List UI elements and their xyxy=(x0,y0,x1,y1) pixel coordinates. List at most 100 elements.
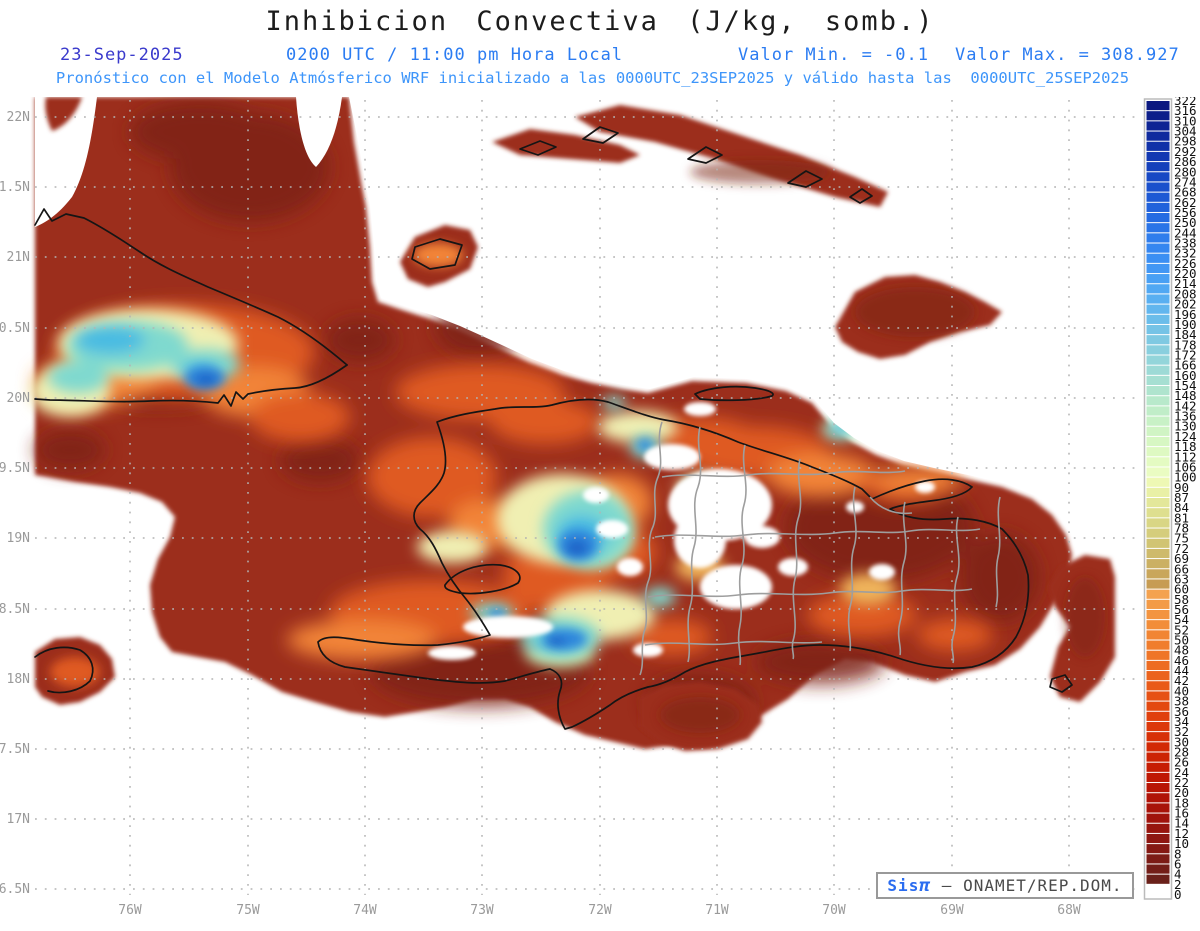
colorbar-tick-label: 208 xyxy=(1174,286,1197,301)
colorbar-cell xyxy=(1146,182,1170,192)
colorbar-tick-label: 322 xyxy=(1174,97,1197,108)
colorbar-cell xyxy=(1146,477,1170,487)
colorbar-cell xyxy=(1146,864,1170,874)
pi-symbol: π xyxy=(919,875,932,896)
lat-tick-label: 22N xyxy=(7,110,30,125)
colorbar-cell xyxy=(1146,335,1170,345)
caicos-island xyxy=(519,140,557,156)
colorbar-cell xyxy=(1146,660,1170,671)
lat-tick-label: 6.5N xyxy=(0,882,30,897)
valid-time: 0200 UTC / 11:00 pm Hora Local xyxy=(286,45,624,65)
colorbar-cell xyxy=(1146,528,1170,538)
colorbar-cell xyxy=(1146,620,1170,630)
colorbar-cell xyxy=(1146,253,1170,263)
colorbar-cell xyxy=(1146,630,1170,640)
lat-tick-label: 1.5N xyxy=(0,180,30,195)
field-island-blobs xyxy=(35,105,1115,751)
colorbar-cell xyxy=(1146,681,1170,691)
colorbar-tick-label: 106 xyxy=(1174,459,1197,474)
colorbar-cell xyxy=(1146,762,1170,772)
colorbar-cell xyxy=(1146,345,1170,355)
colorbar-tick-label: 87 xyxy=(1174,490,1189,505)
credit-badge: Sis π – ONAMET/REP.DOM. xyxy=(876,872,1134,899)
colorbar-tick-label: 0 xyxy=(1174,887,1182,902)
colorbar-tick-label: 142 xyxy=(1174,398,1197,413)
turks-island-1 xyxy=(582,126,619,144)
colorbar-cell xyxy=(1146,559,1170,569)
colorbar-tick-label: 20 xyxy=(1174,785,1189,800)
colorbar-cell xyxy=(1146,274,1170,284)
field-holes-white xyxy=(428,402,935,660)
colorbar-tick-label: 166 xyxy=(1174,358,1197,373)
colorbar-cell xyxy=(1146,854,1170,864)
colorbar-tick-label: 226 xyxy=(1174,256,1197,271)
colorbar-cell xyxy=(1146,212,1170,223)
colorbar-tick-label: 4 xyxy=(1174,867,1182,882)
colorbar-cell xyxy=(1146,284,1170,294)
colorbar-cell xyxy=(1146,671,1170,681)
colorbar-cell xyxy=(1146,609,1170,620)
colorbar-cell xyxy=(1146,243,1170,253)
colorbar-tick-label: 310 xyxy=(1174,113,1197,128)
colorbar-tick-label: 72 xyxy=(1174,541,1189,556)
value-max: Valor Max. = 308.927 xyxy=(955,45,1180,65)
colorbar-tick-label: 2 xyxy=(1174,877,1182,892)
colorbar-tick-label: 136 xyxy=(1174,409,1197,424)
colorbar-tick-label: 112 xyxy=(1174,449,1197,464)
colorbar-tick-label: 220 xyxy=(1174,266,1197,281)
colorbar-cell xyxy=(1146,844,1170,854)
colorbar-tick-label: 190 xyxy=(1174,317,1197,332)
colorbar-cell xyxy=(1146,355,1170,365)
colorbar-cell xyxy=(1146,783,1170,793)
field-wedge-nw xyxy=(45,97,82,131)
colorbar-tick-label: 30 xyxy=(1174,734,1189,749)
colorbar-cell xyxy=(1146,223,1170,233)
colorbar-tick-label: 6 xyxy=(1174,856,1182,871)
lon-tick-label: 68W xyxy=(1057,903,1081,918)
colorbar-cell xyxy=(1146,793,1170,803)
colorbar-cell xyxy=(1146,498,1170,508)
lon-tick-label: 76W xyxy=(118,903,142,918)
colorbar-cell xyxy=(1146,406,1170,416)
field-island-shading xyxy=(50,160,1105,733)
colorbar-tick-label: 34 xyxy=(1174,714,1189,729)
colorbar-tick-label: 130 xyxy=(1174,419,1197,434)
jamaica-tip-coast xyxy=(34,646,94,694)
colorbar-tick-label: 238 xyxy=(1174,236,1197,251)
lon-tick-label: 75W xyxy=(236,903,260,918)
colorbar-tick-label: 14 xyxy=(1174,816,1189,831)
axis-tick-labels: 22N 1.5N 21N 0.5N 20N 9.5N 19N 8.5N 18N 7.5N 17N 6.… xyxy=(0,110,1081,918)
colorbar-cell xyxy=(1146,263,1170,274)
colorbar-tick-label: 214 xyxy=(1174,276,1197,291)
page-title: Inhibicion Convectiva (J/kg, somb.) xyxy=(265,6,935,37)
colorbar-tick-label: 56 xyxy=(1174,602,1189,617)
colorbar-cell xyxy=(1146,487,1170,497)
colorbar-tick-label: 160 xyxy=(1174,368,1197,383)
colorbar-cell xyxy=(1146,101,1170,111)
colorbar-tick-label: 46 xyxy=(1174,653,1189,668)
colorbar-tick-label: 244 xyxy=(1174,225,1197,240)
colorbar-cell xyxy=(1146,711,1170,721)
colorbar-tick-label: 172 xyxy=(1174,347,1197,362)
colorbar-cell xyxy=(1146,457,1170,467)
colorbar-tick-label: 44 xyxy=(1174,663,1189,678)
colorbar-cell xyxy=(1146,386,1170,396)
colorbar-tick-label: 54 xyxy=(1174,612,1189,627)
colorbar-tick-label: 280 xyxy=(1174,164,1197,179)
colorbar-tick-label: 63 xyxy=(1174,571,1189,586)
cin-map-canvas: 22N 1.5N 21N 0.5N 20N 9.5N 19N 8.5N 18N 7.5N 17N 6.… xyxy=(0,93,1197,918)
colorbar-tick-label: 38 xyxy=(1174,694,1189,709)
lat-tick-label: 17N xyxy=(7,812,30,827)
colorbar-cell xyxy=(1146,772,1170,783)
colorbar-cell xyxy=(1146,375,1170,386)
colorbar-cell xyxy=(1146,508,1170,518)
forecast-map: 22N 1.5N 21N 0.5N 20N 9.5N 19N 8.5N 18N 7.5N 17N 6.… xyxy=(0,93,1200,927)
colorbar-tick-label: 262 xyxy=(1174,195,1197,210)
colorbar-tick-label: 232 xyxy=(1174,246,1197,261)
colorbar-cell xyxy=(1146,151,1170,162)
colorbar-cell xyxy=(1146,172,1170,182)
colorbar-tick-label: 256 xyxy=(1174,205,1197,220)
colorbar-cell xyxy=(1146,436,1170,447)
lat-tick-label: 9.5N xyxy=(0,461,30,476)
colorbar-cell xyxy=(1146,548,1170,559)
